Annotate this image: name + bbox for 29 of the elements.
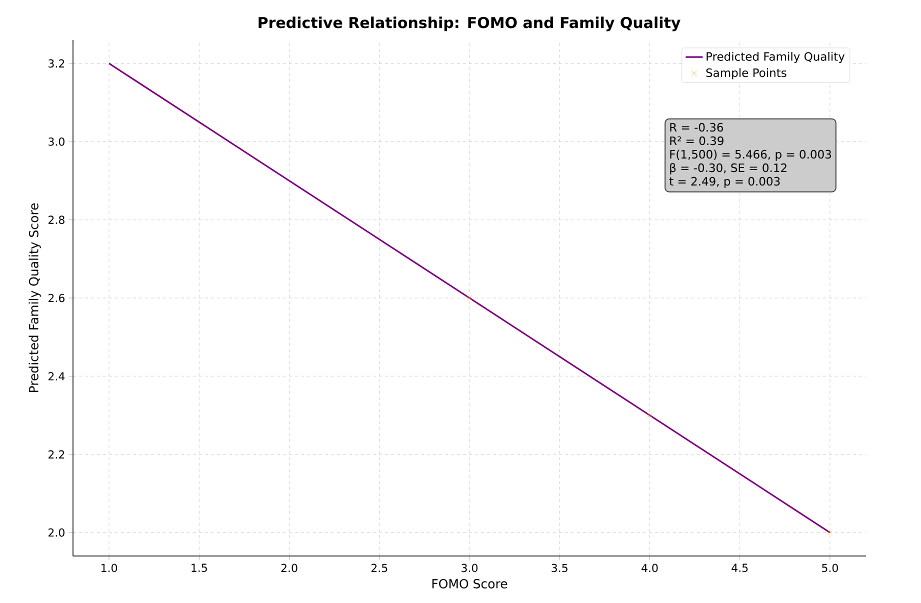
y-axis-title: Predicted Family Quality Score — [28, 203, 41, 392]
x-tick-label: 4.5 — [732, 564, 748, 572]
point — [466, 295, 472, 301]
y-tick-label: 2.8 — [48, 216, 64, 224]
y-tick-label: 2.0 — [48, 528, 64, 537]
point — [827, 530, 833, 536]
annotation: F(1,500) = 5.466, p = 0.003 — [670, 150, 831, 161]
x-tick-label: 3.5 — [552, 564, 568, 572]
y-tick-label: 2.4 — [48, 372, 65, 380]
annotation: β = -0.30, SE = 0.12 — [670, 163, 786, 174]
chart-title: Predictive Relationship: FOMO and Family Quality — [258, 16, 680, 32]
x-axis-title: FOMO Score — [432, 578, 508, 588]
x-tick-label: 3.0 — [462, 564, 478, 572]
x-tick-label: 1.0 — [102, 564, 118, 572]
legend-label: Predicted Family Quality — [706, 52, 845, 64]
annotation: R = -0.36 — [670, 122, 724, 132]
y-tick-label: 3.2 — [48, 59, 64, 68]
x-tick-label: 5.0 — [822, 564, 838, 572]
x-tick-label: 1.5 — [192, 564, 207, 572]
y-tick-label: 3.0 — [48, 137, 64, 146]
y-tick-label: 2.6 — [48, 294, 65, 302]
annotation: R² = 0.39 — [670, 136, 724, 146]
legend-label: Sample Points — [706, 68, 786, 80]
y-tick-label: 2.2 — [48, 450, 64, 458]
x-tick-label: 2.0 — [281, 564, 298, 572]
annotation: t = 2.49, p = 0.003 — [669, 176, 780, 188]
x-tick-label: 2.5 — [371, 564, 388, 572]
x-tick-label: 4.0 — [642, 564, 658, 572]
point — [647, 412, 652, 418]
